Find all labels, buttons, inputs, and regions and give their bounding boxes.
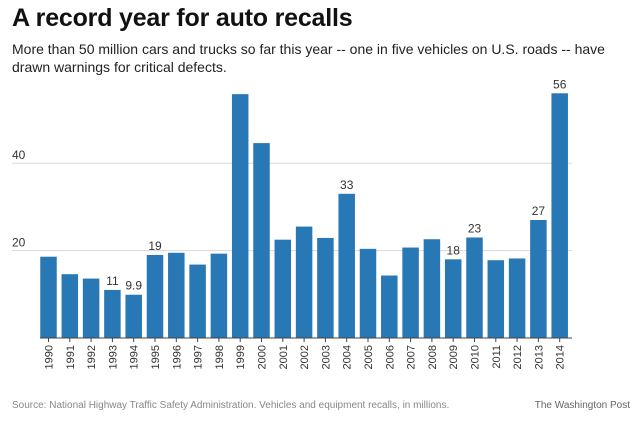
publisher-credit: The Washington Post xyxy=(534,400,630,411)
chart-title: A record year for auto recalls xyxy=(12,4,353,32)
bar-2013 xyxy=(530,220,547,338)
x-tick-label-1991: 1991 xyxy=(65,345,77,369)
bar-1990 xyxy=(40,256,57,338)
x-tick-label-2001: 2001 xyxy=(278,345,290,369)
x-tick-label-2007: 2007 xyxy=(406,345,418,369)
data-label-2010: 23 xyxy=(468,221,482,235)
data-label-1994: 9.9 xyxy=(125,279,142,293)
bar-2003 xyxy=(317,237,334,338)
x-tick-label-1994: 1994 xyxy=(129,345,141,369)
bar-1996 xyxy=(168,252,185,338)
x-tick-label-1996: 1996 xyxy=(171,345,183,369)
bar-2000 xyxy=(253,143,270,338)
bar-2002 xyxy=(295,226,313,338)
x-tick-label-2012: 2012 xyxy=(512,345,524,369)
x-axis: 1990 1991 1992 1993 1994 1995 1996 1997 1998 1999… xyxy=(40,337,572,369)
bar-2001 xyxy=(274,239,292,338)
bar-1999 xyxy=(231,94,249,339)
data-label-2014: 56 xyxy=(553,77,567,91)
data-label-2009: 18 xyxy=(447,243,461,257)
bar-1994 xyxy=(125,294,142,338)
data-label-1993: 11 xyxy=(106,274,119,288)
bar-2010 xyxy=(466,237,483,338)
chart-subtitle: More than 50 million cars and trucks so … xyxy=(12,41,605,75)
x-tick-label-1997: 1997 xyxy=(193,345,205,369)
bars xyxy=(40,93,568,339)
x-tick-label-2014: 2014 xyxy=(555,345,567,369)
data-label-1995: 19 xyxy=(148,239,162,253)
x-tick-label-2003: 2003 xyxy=(320,345,332,369)
x-tick-label-1999: 1999 xyxy=(235,345,247,369)
bar-2014 xyxy=(551,93,568,338)
x-tick-label-2006: 2006 xyxy=(384,345,396,369)
bar-2012 xyxy=(508,258,526,338)
x-tick-label-2011: 2011 xyxy=(491,345,503,369)
bar-1995 xyxy=(146,254,164,338)
bar-2009 xyxy=(444,259,462,338)
bar-2011 xyxy=(487,260,505,338)
bar-2006 xyxy=(381,275,398,338)
x-tick-label-1992: 1992 xyxy=(86,345,98,369)
x-tick-label-2000: 2000 xyxy=(257,345,269,369)
x-tick-label-1993: 1993 xyxy=(107,345,119,369)
bar-1993 xyxy=(104,289,121,338)
data-label-2004: 33 xyxy=(340,178,354,192)
bar-2008 xyxy=(423,239,441,338)
x-tick-label-2004: 2004 xyxy=(342,345,354,369)
source-note: Source: National Highway Traffic Safety … xyxy=(12,400,450,411)
data-label-2013: 27 xyxy=(532,204,546,218)
x-tick-label-2013: 2013 xyxy=(533,345,545,369)
y-tick-label-20: 20 xyxy=(12,236,26,250)
x-tick-label-2005: 2005 xyxy=(363,345,375,369)
bar-1991 xyxy=(61,274,79,338)
x-tick-label-2008: 2008 xyxy=(427,345,439,369)
x-tick-label-2009: 2009 xyxy=(448,345,460,369)
bar-2005 xyxy=(359,248,377,338)
bar-2004 xyxy=(338,193,355,338)
x-tick-label-2010: 2010 xyxy=(470,345,482,369)
x-tick-label-1998: 1998 xyxy=(214,345,226,369)
bar-2007 xyxy=(402,247,419,338)
x-tick-label-1990: 1990 xyxy=(44,345,56,369)
x-tick-label-2002: 2002 xyxy=(299,345,311,369)
bar-1998 xyxy=(210,253,228,338)
bar-1992 xyxy=(82,278,100,338)
x-tick-label-1995: 1995 xyxy=(150,345,162,369)
bar-1997 xyxy=(189,264,206,338)
data-labels: 11 9.9 19 33 18 23 27 56 xyxy=(106,77,567,292)
y-tick-label-40: 40 xyxy=(12,148,26,162)
